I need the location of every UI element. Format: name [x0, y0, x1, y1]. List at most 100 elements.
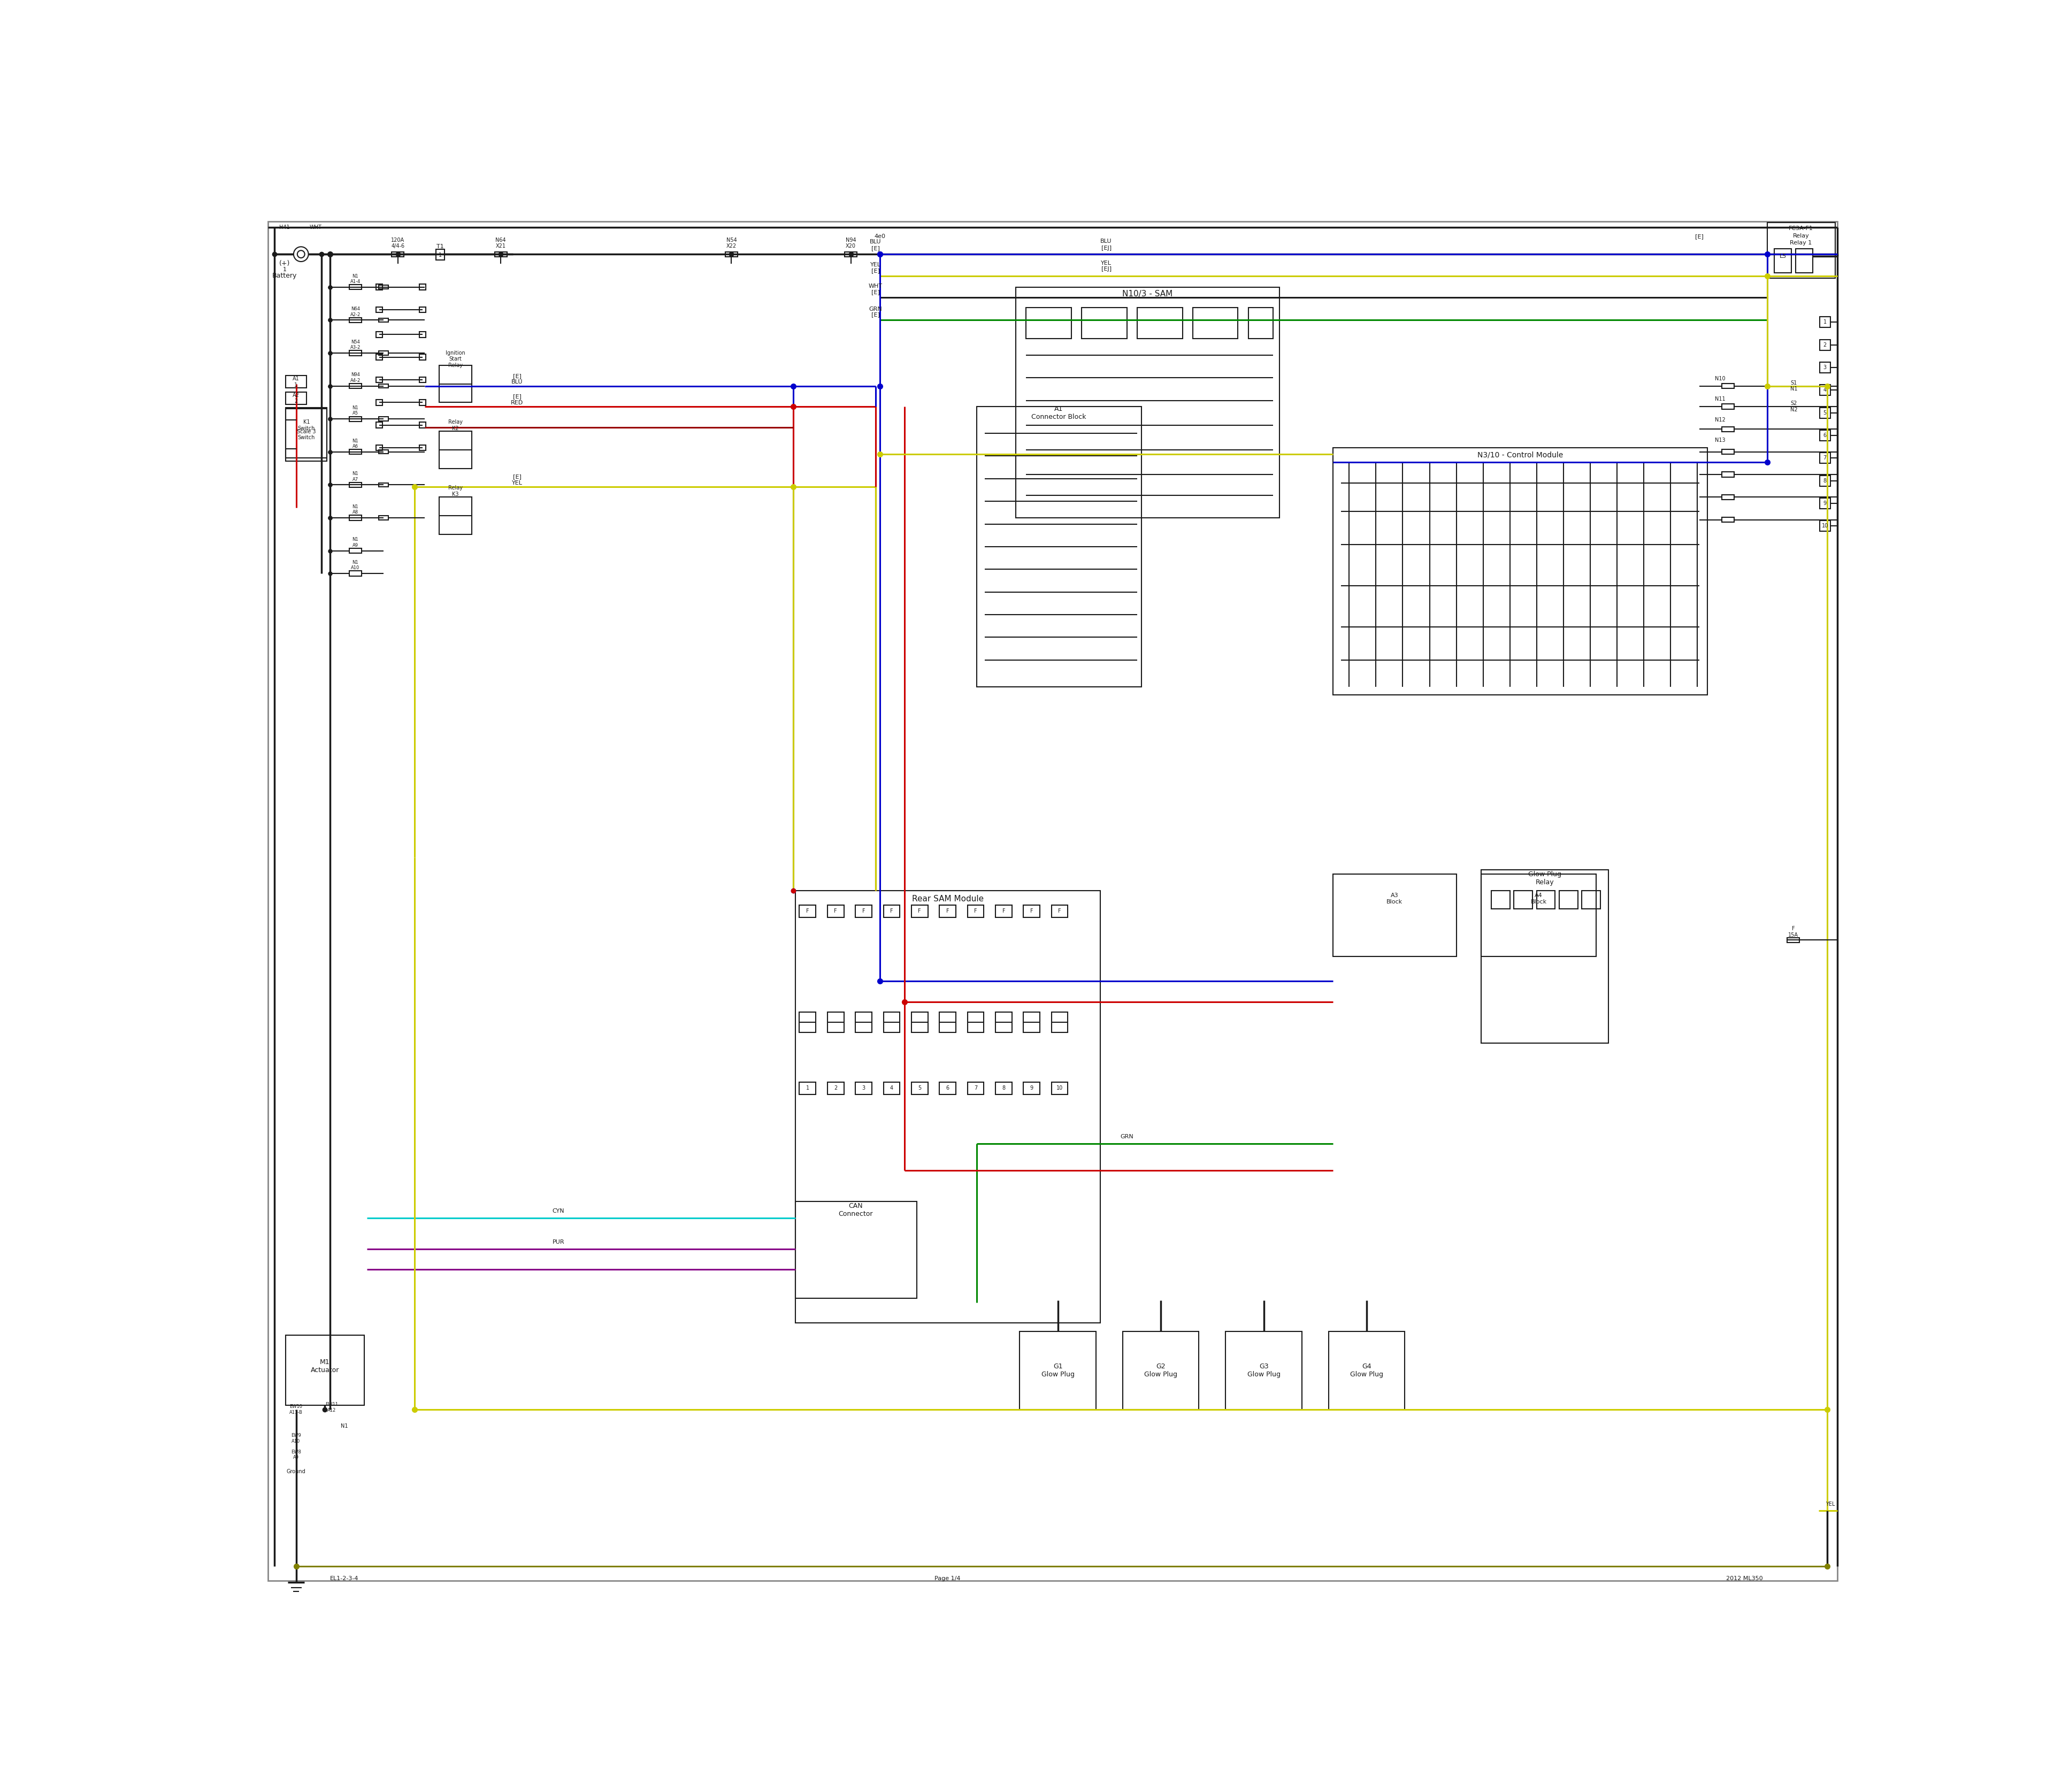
Text: F: F [889, 909, 893, 914]
Bar [1481, 874, 1596, 957]
Text: [E]
YEL: [E] YEL [511, 475, 522, 486]
Text: BLU: BLU [869, 238, 881, 244]
Bar [1025, 308, 1072, 339]
Text: 120A
4/4-6: 120A 4/4-6 [390, 237, 405, 249]
Text: 2: 2 [1824, 342, 1826, 348]
Circle shape [294, 247, 308, 262]
Text: YEL: YEL [1101, 260, 1111, 265]
Bar [349, 285, 362, 290]
Bar [440, 496, 472, 534]
Text: N12: N12 [1715, 418, 1725, 423]
Text: N94
X20: N94 X20 [846, 237, 857, 249]
Text: Relay
K2: Relay K2 [448, 419, 462, 430]
Text: N64
X21: N64 X21 [495, 237, 505, 249]
Text: 6: 6 [947, 1086, 949, 1091]
Bar [1333, 874, 1456, 957]
Text: YEL: YEL [1826, 1502, 1834, 1507]
Text: 1: 1 [440, 253, 442, 258]
Text: EW10
A11-B: EW10 A11-B [290, 1405, 302, 1414]
Text: N1
A9: N1 A9 [353, 538, 359, 548]
Bar [1491, 891, 1510, 909]
Bar [349, 548, 362, 554]
Text: Relay 1: Relay 1 [1789, 240, 1812, 246]
Bar [419, 285, 425, 290]
Text: G3
Glow Plug: G3 Glow Plug [1247, 1364, 1280, 1378]
Text: WHT: WHT [310, 224, 322, 229]
Bar [1820, 430, 1830, 441]
Bar [883, 1012, 900, 1032]
Text: K1
Switch: K1 Switch [298, 419, 314, 430]
Text: FC3A-F1: FC3A-F1 [1789, 226, 1814, 231]
Text: 9: 9 [1824, 500, 1826, 505]
Text: F: F [805, 909, 809, 914]
Bar [795, 891, 1101, 1322]
Bar [495, 251, 507, 256]
Text: H41: H41 [279, 224, 290, 229]
Text: 1: 1 [283, 267, 286, 272]
Text: 7: 7 [1824, 455, 1826, 461]
Text: N1
A8: N1 A8 [353, 504, 359, 514]
Bar [725, 251, 737, 256]
Bar [1193, 308, 1239, 339]
Bar [1820, 317, 1830, 328]
Bar [378, 351, 388, 355]
Text: N1
A10: N1 A10 [351, 559, 359, 570]
Bar [967, 905, 984, 918]
Bar [828, 1012, 844, 1032]
Bar [349, 572, 362, 575]
Text: N1: N1 [341, 1423, 347, 1428]
Bar [939, 1012, 955, 1032]
Bar [378, 383, 388, 387]
Bar [912, 905, 928, 918]
Text: N10/3 - SAM: N10/3 - SAM [1121, 290, 1173, 297]
Bar [376, 376, 382, 383]
Text: N3/10 - Control Module: N3/10 - Control Module [1477, 452, 1563, 459]
Text: F: F [863, 909, 865, 914]
Text: G2
Glow Plug: G2 Glow Plug [1144, 1364, 1177, 1378]
Text: G1
Glow Plug: G1 Glow Plug [1041, 1364, 1074, 1378]
Text: F: F [1002, 909, 1004, 914]
Text: 4: 4 [1824, 387, 1826, 392]
Text: [E]
RED: [E] RED [511, 394, 524, 405]
Bar [1721, 426, 1734, 432]
Bar [1820, 385, 1830, 396]
Bar [854, 905, 871, 918]
Bar [376, 332, 382, 337]
Text: PUR: PUR [553, 1240, 565, 1245]
Bar [828, 1082, 844, 1095]
Bar [286, 409, 327, 459]
Bar [378, 450, 388, 453]
Text: A3
Block: A3 Block [1386, 892, 1403, 905]
Bar [286, 376, 306, 389]
Bar [378, 285, 388, 289]
Text: 8: 8 [1002, 1086, 1004, 1091]
Text: [E]: [E] [871, 269, 879, 274]
Bar [939, 905, 955, 918]
Text: 1: 1 [1824, 319, 1826, 324]
Bar [376, 444, 382, 450]
Bar [1820, 521, 1830, 532]
Text: G4
Glow Plug: G4 Glow Plug [1349, 1364, 1382, 1378]
Bar [286, 409, 327, 461]
Bar [1795, 249, 1814, 272]
Bar [419, 332, 425, 337]
Circle shape [298, 251, 304, 258]
Text: A1
Connector Block: A1 Connector Block [1031, 405, 1087, 421]
Text: EW8
A9: EW8 A9 [292, 1450, 302, 1460]
Bar [1721, 450, 1734, 455]
Text: N11: N11 [1715, 396, 1725, 401]
Text: Page 1/4: Page 1/4 [935, 1575, 961, 1581]
Text: [E]: [E] [871, 246, 879, 251]
Bar [376, 400, 382, 405]
Text: 10: 10 [1056, 1086, 1064, 1091]
Text: [EJ]: [EJ] [1101, 246, 1111, 251]
Bar [1721, 495, 1734, 500]
Text: GRN: GRN [869, 306, 881, 312]
Text: N94
A4-2: N94 A4-2 [351, 373, 362, 383]
Text: Scale 3
Switch: Scale 3 Switch [298, 428, 316, 441]
Text: F: F [834, 909, 838, 914]
Bar [939, 1082, 955, 1095]
Text: (+): (+) [279, 260, 290, 267]
Bar [1015, 287, 1280, 518]
Text: F: F [974, 909, 978, 914]
